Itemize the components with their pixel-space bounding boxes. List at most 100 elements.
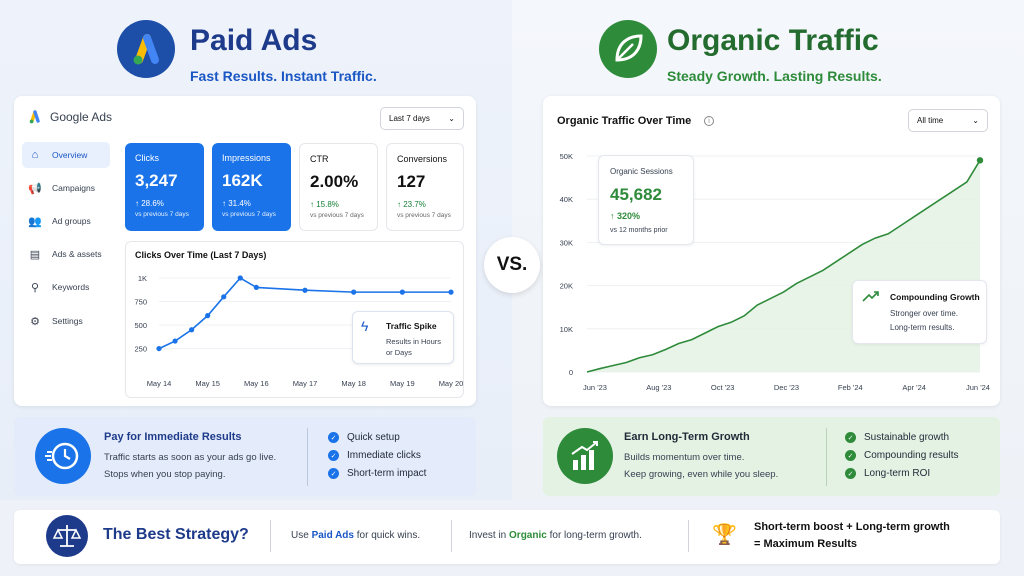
feature-label: Compounding results [864, 450, 959, 461]
metric-change: ↑ 31.4% [222, 199, 251, 208]
feature-item: ✓ Sustainable growth [845, 432, 959, 443]
strategy-footer [14, 510, 1000, 564]
compounding-line-1: Stronger over time. [890, 309, 959, 318]
organic-tip: Invest in Organic for long-term growth. [469, 530, 642, 541]
x-tick-label: May 20 [439, 379, 464, 388]
home-icon: ⌂ [31, 149, 39, 161]
metric-sub: vs previous 7 days [310, 212, 364, 219]
x-tick-label: Jun '23 [583, 383, 607, 392]
y-tick-label: 750 [134, 298, 147, 307]
metric-impressions[interactable]: Impressions 162K ↑ 31.4% vs previous 7 days [212, 143, 291, 231]
metric-conversions[interactable]: Conversions 127 ↑ 23.7% vs previous 7 days [386, 143, 464, 231]
organic-sessions-box [598, 155, 694, 245]
y-tick-label: 250 [134, 345, 147, 354]
organic-range-select[interactable]: All time ⌄ [908, 109, 988, 132]
feature-item: ✓ Long-term ROI [845, 468, 959, 479]
strategy-title: The Best Strategy? [103, 526, 249, 543]
organic-benefit-line-1: Builds momentum over time. [624, 452, 745, 463]
sidebar-label: Overview [52, 150, 88, 160]
sidebar-item-ads-assets[interactable]: ▤ Ads & assets [22, 241, 110, 267]
metric-change: ↑ 15.8% [310, 200, 339, 209]
x-tick-label: Oct '23 [711, 383, 735, 392]
paid-subtitle: Fast Results. Instant Traffic. [190, 68, 377, 84]
y-tick-label: 500 [134, 321, 147, 330]
metric-ctr[interactable]: CTR 2.00% ↑ 15.8% vs previous 7 days [299, 143, 378, 231]
check-icon: ✓ [845, 450, 856, 461]
organic-highlight: Organic [509, 530, 547, 541]
paid-tip-prefix: Use [291, 530, 312, 541]
paid-divider [307, 428, 308, 486]
metric-clicks[interactable]: Clicks 3,247 ↑ 28.6% vs previous 7 days [125, 143, 204, 231]
metric-change: ↑ 28.6% [135, 199, 164, 208]
data-point [205, 313, 211, 319]
growth-chart-icon [557, 428, 613, 484]
y-tick-label: 1K [138, 274, 147, 283]
data-point [351, 289, 357, 295]
metric-sub: vs previous 7 days [222, 211, 276, 218]
sidebar-label: Campaigns [52, 183, 95, 193]
data-point [237, 275, 243, 281]
x-tick-label: Dec '23 [774, 383, 799, 392]
spike-title: Traffic Spike [386, 321, 437, 331]
metric-value: 162K [222, 171, 263, 190]
feature-item: ✓ Compounding results [845, 450, 959, 461]
metric-label: CTR [310, 154, 329, 164]
organic-features: ✓ Sustainable growth ✓ Compounding results… [845, 432, 959, 486]
compounding-line-2: Long-term results. [890, 323, 955, 332]
organic-subtitle: Steady Growth. Lasting Results. [667, 68, 882, 84]
paid-benefit-line-1: Traffic starts as soon as your ads go li… [104, 452, 277, 463]
sidebar-item-ad-groups[interactable]: 👥 Ad groups [22, 208, 110, 234]
feature-item: ✓ Quick setup [328, 432, 426, 443]
paid-range-select[interactable]: Last 7 days ⌄ [380, 107, 464, 130]
paid-benefit-title: Pay for Immediate Results [104, 431, 242, 443]
google-ads-brand-icon [26, 108, 44, 131]
sidebar-label: Ad groups [52, 216, 91, 226]
data-point [221, 294, 227, 300]
organic-tip-prefix: Invest in [469, 530, 510, 541]
trophy-icon: 🏆 [712, 524, 737, 546]
users-icon: 👥 [28, 215, 42, 228]
chevron-down-icon: ⌄ [448, 114, 455, 123]
feature-item: ✓ Immediate clicks [328, 450, 426, 461]
data-point [253, 284, 259, 291]
sessions-change: ↑ 320% [610, 211, 641, 221]
metric-value: 2.00% [310, 172, 359, 191]
organic-tip-suffix: for long-term growth. [546, 530, 642, 541]
result-line-1: Short-term boost + Long-term growth [754, 521, 950, 533]
check-icon: ✓ [845, 468, 856, 479]
organic-range-value: All time [917, 116, 944, 125]
google-ads-logo-icon [117, 20, 175, 78]
metric-value: 3,247 [135, 171, 178, 190]
vs-badge: VS. [484, 237, 540, 293]
organic-chart: 50K 40K 30K 20K 10K 0 Jun '23 Aug '23 Oct '23 Dec… [560, 152, 990, 392]
sidebar-item-settings[interactable]: ⚙ Settings [22, 308, 110, 334]
sessions-value: 45,682 [610, 185, 662, 204]
traffic-spike-box [352, 311, 454, 364]
feature-label: Immediate clicks [347, 450, 421, 461]
feature-label: Quick setup [347, 432, 400, 443]
x-tick-label: Aug '23 [646, 383, 671, 392]
organic-benefit-title: Earn Long-Term Growth [624, 431, 750, 443]
feature-item: ✓ Short-term impact [328, 468, 426, 479]
x-tick-label: May 14 [147, 379, 172, 388]
google-ads-label: Google Ads [50, 110, 113, 124]
organic-benefit-line-2: Keep growing, even while you sleep. [624, 469, 779, 480]
feature-label: Long-term ROI [864, 468, 931, 479]
data-point [189, 327, 195, 333]
paid-benefit-line-2: Stops when you stop paying. [104, 469, 226, 480]
check-icon: ✓ [328, 468, 339, 479]
data-point [448, 289, 454, 295]
y-tick-label: 20K [560, 282, 573, 291]
clock-fast-icon [35, 428, 91, 484]
gear-icon: ⚙ [30, 315, 40, 328]
info-icon[interactable]: i [704, 116, 714, 126]
sidebar-item-campaigns[interactable]: 📢 Campaigns [22, 175, 110, 201]
check-icon: ✓ [328, 450, 339, 461]
metric-label: Conversions [397, 154, 448, 164]
x-tick-label: Jun '24 [966, 383, 990, 392]
sidebar-item-keywords[interactable]: ⚲ Keywords [22, 274, 110, 300]
sidebar-item-overview[interactable]: ⌂ Overview [22, 142, 110, 168]
data-point [399, 289, 405, 295]
organic-benefit-card [543, 417, 1000, 496]
metric-sub: vs previous 7 days [397, 212, 451, 219]
